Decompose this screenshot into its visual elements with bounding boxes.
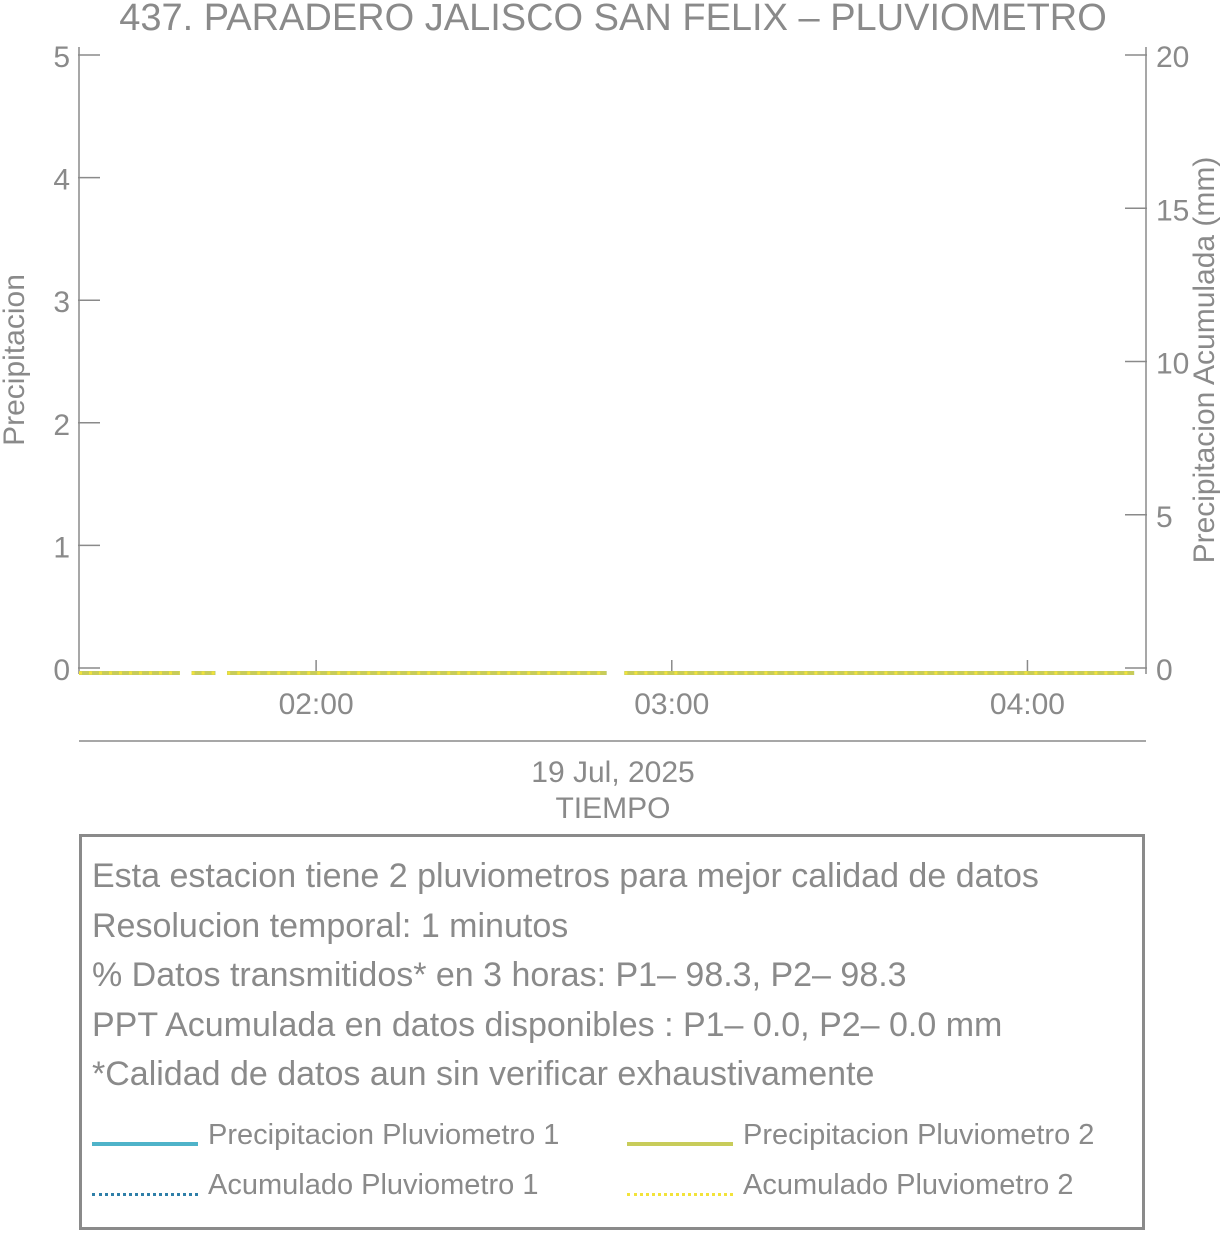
y-axis-right-ticks: 0 5 10 15 20 xyxy=(1125,41,1189,687)
y-axis-right-label: Precipitacion Acumulada (mm) xyxy=(1188,157,1221,564)
x-tick-label: 02:00 xyxy=(279,688,354,721)
x-axis-ticks: 02:00 03:00 04:00 xyxy=(279,660,1065,721)
legend-swatch-acum-p1 xyxy=(92,1193,198,1196)
legend-label-acum-p2: Acumulado Pluviometro 2 xyxy=(743,1169,1074,1201)
x-axis-date-label: 19 Jul, 2025 xyxy=(531,756,694,789)
legend-swatch-precip-p1 xyxy=(92,1142,198,1146)
legend-swatch-precip-p2 xyxy=(627,1142,733,1146)
info-line-stations: Esta estacion tiene 2 pluviometros para … xyxy=(92,857,1039,895)
y-right-tick-label: 0 xyxy=(1156,654,1173,687)
y-right-tick-label: 10 xyxy=(1156,348,1189,381)
legend-label-acum-p1: Acumulado Pluviometro 1 xyxy=(208,1169,539,1201)
y-left-tick-label: 4 xyxy=(53,164,70,197)
chart: 437. PARADERO JALISCO SAN FELIX – PLUVIO… xyxy=(0,0,1221,825)
x-axis-title: TIEMPO xyxy=(555,792,670,825)
y-left-tick-label: 0 xyxy=(53,654,70,687)
chart-title: 437. PARADERO JALISCO SAN FELIX – PLUVIO… xyxy=(119,0,1107,39)
info-line-quality-note: *Calidad de datos aun sin verificar exha… xyxy=(92,1055,875,1093)
y-left-tick-label: 5 xyxy=(53,41,70,74)
y-left-tick-label: 3 xyxy=(53,286,70,319)
y-left-tick-label: 1 xyxy=(53,531,70,564)
info-line-transmitted: % Datos transmitidos* en 3 horas: P1– 98… xyxy=(92,956,907,994)
info-line-resolution: Resolucion temporal: 1 minutos xyxy=(92,907,569,945)
y-left-tick-label: 2 xyxy=(53,409,70,442)
y-right-tick-label: 15 xyxy=(1156,194,1189,227)
info-line-accumulated: PPT Acumulada en datos disponibles : P1–… xyxy=(92,1006,1003,1044)
x-tick-label: 04:00 xyxy=(990,688,1065,721)
legend-label-precip-p2: Precipitacion Pluviometro 2 xyxy=(743,1119,1095,1151)
y-right-tick-label: 5 xyxy=(1156,501,1173,534)
y-right-tick-label: 20 xyxy=(1156,41,1189,74)
legend-swatch-acum-p2 xyxy=(627,1193,733,1196)
y-axis-left-ticks: 0 1 2 3 4 5 xyxy=(53,41,100,687)
y-axis-left-label: Precipitacion xyxy=(0,274,31,446)
x-tick-label: 03:00 xyxy=(634,688,709,721)
legend-label-precip-p1: Precipitacion Pluviometro 1 xyxy=(208,1119,560,1151)
info-box: Esta estacion tiene 2 pluviometros para … xyxy=(79,834,1145,1230)
